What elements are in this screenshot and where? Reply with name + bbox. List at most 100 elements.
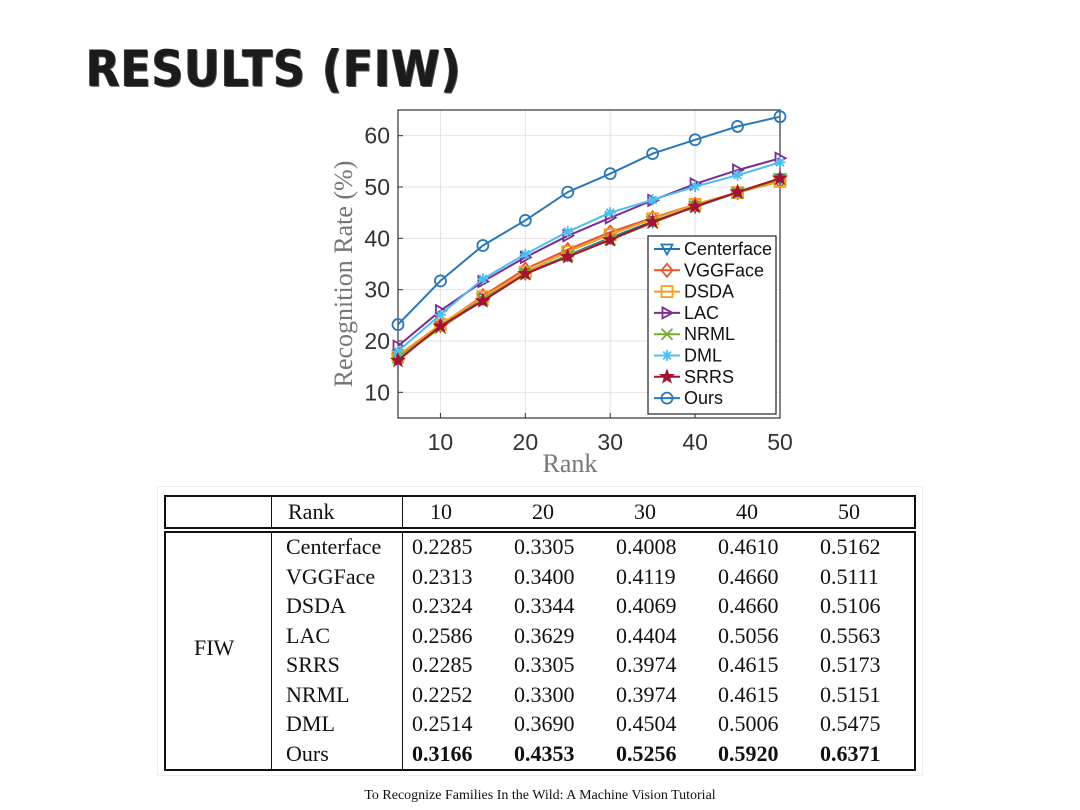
data-point-srrs [644,213,661,229]
x-tick-label: 50 [767,429,793,455]
value-cell: 0.3690 [514,711,575,736]
data-point-srrs [517,265,534,281]
value-cell: 0.4008 [616,534,677,559]
table-row: Centerface 0.2285 0.3305 0.4008 0.4610 0.5162 [166,534,914,564]
value-cell: 0.2285 [412,652,473,677]
value-cell: 0.4353 [514,740,575,766]
value-cell: 0.4069 [616,593,677,618]
data-point-ours [603,167,617,181]
data-point-ours [646,147,660,161]
data-point-ours [561,185,575,199]
results-table: Rank 10 20 30 40 50 FIW Centerface 0.2285… [158,487,922,775]
header-col: 40 [736,499,758,524]
data-point-srrs [771,169,789,186]
value-cell: 0.2252 [412,681,473,707]
value-cell: 0.3166 [412,740,473,766]
table-row: Ours 0.3166 0.4353 0.5256 0.5920 0.6371 [166,741,914,771]
data-point-ours [518,213,532,227]
value-cell: 0.5162 [820,534,881,559]
data-point-dml [519,248,531,260]
header-col: 10 [430,499,452,524]
legend-label: Centerface [684,239,772,259]
data-point-srrs [559,248,576,264]
method-name: NRML [286,681,350,707]
plot-frame [397,109,781,419]
value-cell: 0.3400 [514,563,575,589]
data-point-srrs [729,183,746,199]
legend-label: VGGFace [684,260,764,280]
legend-marker [661,350,673,361]
slide-title: RESULTS (FIW) [86,40,462,98]
legend-label: LAC [684,303,719,323]
table-row: DSDA 0.2324 0.3344 0.4069 0.4660 0.5106 [166,593,914,623]
method-name: DSDA [286,593,346,618]
value-cell: 0.3305 [514,534,575,559]
data-point-dml [392,345,404,357]
value-cell: 0.6371 [820,740,881,766]
y-tick-label: 50 [364,174,390,200]
value-cell: 0.5173 [820,652,881,677]
table-row: LAC 0.2586 0.3629 0.4404 0.5056 0.5563 [166,623,914,653]
data-point-srrs [687,198,704,214]
value-cell: 0.4504 [616,711,677,736]
value-cell: 0.5151 [820,681,881,707]
value-cell: 0.5056 [718,622,779,648]
method-name: DML [286,711,335,736]
legend-marker [660,262,674,279]
value-cell: 0.3974 [616,652,677,677]
data-point-dml [689,180,701,192]
value-cell: 0.2313 [412,563,473,589]
x-axis-title: Rank [543,449,598,478]
data-point-srrs [602,231,619,247]
table-header: Rank 10 20 30 40 50 [164,495,916,529]
value-cell: 0.2285 [412,534,473,559]
value-cell: 0.4660 [718,563,779,589]
value-cell: 0.4615 [718,652,779,677]
column-divider [271,533,272,769]
value-cell: 0.5256 [616,740,677,766]
data-point-ours [773,110,787,124]
legend-marker [660,391,674,405]
value-cell: 0.4119 [616,563,676,589]
data-point-srrs [432,317,449,333]
data-point-ours [688,133,702,147]
table-body: FIW Centerface 0.2285 0.3305 0.4008 0.4610 0.… [164,531,916,771]
legend-label: DSDA [684,282,734,302]
method-name: LAC [286,622,330,648]
x-tick-label: 20 [513,429,539,455]
legend-marker [659,243,675,257]
series-line-srrs [397,177,781,362]
value-cell: 0.2324 [412,593,473,618]
data-point-ours [391,318,405,331]
y-tick-label: 20 [364,328,390,354]
x-tick-label: 10 [428,429,454,455]
value-cell: 0.3344 [514,593,575,618]
x-tick-label: 30 [597,429,623,455]
value-cell: 0.2514 [412,711,473,736]
header-col: 30 [634,499,656,524]
header-col: 20 [532,499,554,524]
legend-marker [660,328,674,341]
legend-marker [658,368,676,384]
value-cell: 0.4615 [718,681,779,707]
data-point-dml [774,156,786,168]
value-cell: 0.4404 [616,622,677,648]
series-line-dml [397,161,781,353]
method-name: Ours [286,740,329,766]
table-row: DML 0.2514 0.3690 0.4504 0.5006 0.5475 [166,711,914,741]
value-cell: 0.5563 [820,622,881,648]
group-label: FIW [194,635,235,660]
value-cell: 0.3300 [514,681,575,707]
value-cell: 0.3629 [514,622,575,648]
value-cell: 0.5111 [820,563,879,589]
value-cell: 0.3974 [616,681,677,707]
legend-label: DML [684,346,722,366]
table-row: SRRS 0.2285 0.3305 0.3974 0.4615 0.5173 [166,652,914,682]
column-divider [271,497,272,527]
data-point-ours [476,239,490,252]
value-cell: 0.5475 [820,711,881,736]
data-point-srrs [389,352,407,368]
data-point-ours [434,274,447,288]
value-cell: 0.4660 [718,593,779,618]
legend-label: Ours [684,388,723,408]
